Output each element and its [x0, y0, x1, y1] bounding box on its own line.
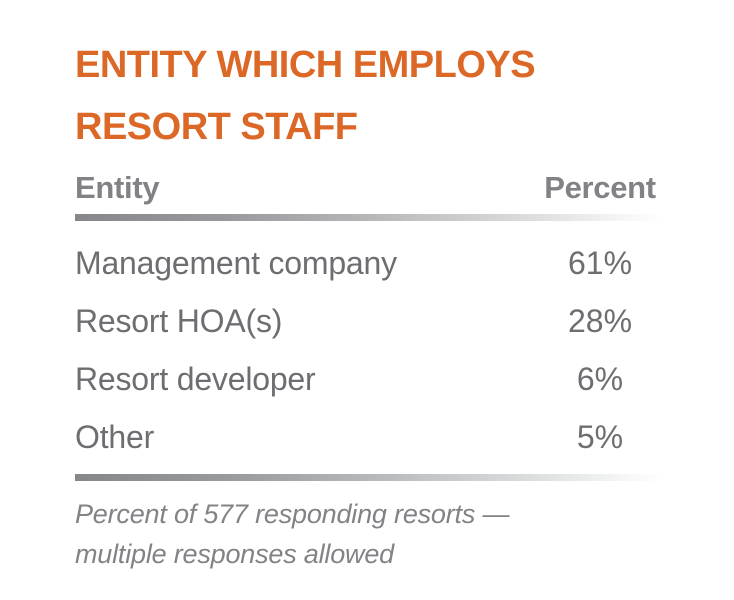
table-row: Resort developer 6%: [75, 350, 665, 408]
figure-title: ENTITY WHICH EMPLOYS RESORT STAFF: [75, 44, 536, 148]
percent-cell: 5%: [576, 418, 624, 455]
figure-footnote: Percent of 577 responding resorts — mult…: [75, 499, 510, 569]
table-row: Other 5%: [75, 408, 665, 466]
header-divider-gradient-bar: [75, 214, 663, 221]
column-header-percent: Percent: [544, 170, 656, 205]
table-row: Management company 61%: [75, 234, 665, 292]
entity-cell: Resort developer: [75, 360, 316, 397]
column-header-entity: Entity: [75, 170, 160, 205]
table-row: Resort HOA(s) 28%: [75, 292, 665, 350]
table-header-row: Entity Percent: [75, 168, 665, 206]
figure-content: ENTITY WHICH EMPLOYS RESORT STAFF Entity…: [75, 34, 665, 574]
percent-cell: 6%: [576, 360, 624, 397]
percent-cell: 61%: [567, 244, 633, 281]
entity-cell: Other: [75, 418, 155, 455]
entity-cell: Management company: [75, 244, 397, 281]
entity-cell: Resort HOA(s): [75, 302, 283, 339]
percent-cell: 28%: [567, 302, 633, 339]
table-body: Management company 61% Resort HOA(s) 28%…: [75, 234, 665, 466]
footer-divider-gradient-bar: [75, 474, 663, 481]
